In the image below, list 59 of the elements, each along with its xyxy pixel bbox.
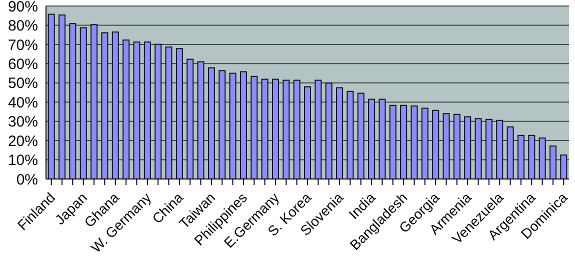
bar [165, 46, 172, 179]
bar [336, 87, 344, 179]
bar [474, 118, 482, 179]
bar [112, 31, 119, 179]
bar [176, 48, 183, 179]
bar [186, 58, 194, 179]
y-tick-label: 10% [8, 152, 38, 170]
y-tick-label: 20% [8, 132, 38, 150]
bar [144, 41, 151, 179]
bar [357, 92, 364, 179]
bar [517, 134, 524, 179]
bar [400, 104, 408, 179]
bar [69, 23, 76, 179]
bar [58, 14, 66, 179]
bar [272, 78, 279, 179]
bar [442, 113, 450, 179]
bar [389, 104, 396, 179]
bar [432, 110, 440, 179]
y-tick-label: 80% [8, 18, 38, 35]
bar [240, 71, 247, 179]
y-tick-label: 30% [8, 114, 38, 131]
y-tick-label: 90% [8, 0, 38, 16]
bar [197, 61, 204, 179]
bar [325, 82, 332, 179]
y-tick-label: 40% [8, 94, 38, 112]
bar [368, 98, 376, 179]
bar [261, 78, 268, 179]
bar [304, 86, 312, 179]
bar [208, 67, 215, 179]
bar [346, 90, 354, 179]
bar [485, 118, 492, 179]
bar [453, 114, 460, 179]
bar [410, 105, 418, 179]
bar [378, 98, 386, 179]
bar [229, 72, 236, 179]
y-tick-label: 0% [16, 171, 38, 188]
bar [506, 126, 514, 179]
bar [122, 40, 130, 179]
bar [90, 24, 98, 179]
bar [154, 44, 162, 179]
bar [314, 80, 322, 179]
bar [560, 154, 568, 179]
bar [218, 70, 226, 179]
bar [48, 14, 55, 179]
bar [101, 32, 108, 179]
bar [421, 108, 428, 179]
bar [528, 134, 536, 179]
bar [133, 41, 140, 179]
bar [538, 138, 546, 179]
y-tick-label: 70% [8, 36, 38, 54]
bar [550, 145, 556, 179]
y-tick-label: 60% [8, 56, 38, 73]
bar [282, 80, 290, 179]
bar [496, 120, 504, 179]
bar [250, 76, 258, 179]
bar [293, 80, 300, 179]
bar [80, 27, 87, 179]
y-tick-label: 50% [8, 75, 38, 92]
bar [464, 116, 472, 179]
